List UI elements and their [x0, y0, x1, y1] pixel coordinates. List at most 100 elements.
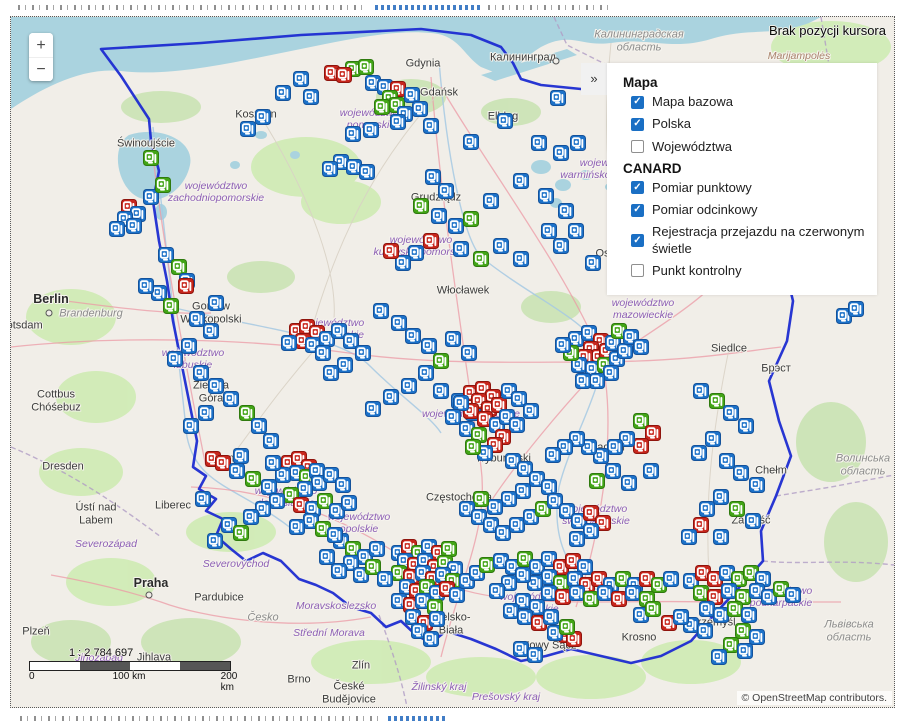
speed-camera-marker-g[interactable]: [651, 577, 667, 593]
speed-camera-marker-b[interactable]: [323, 365, 339, 381]
speed-camera-marker-b[interactable]: [545, 447, 561, 463]
speed-camera-marker-r[interactable]: [423, 233, 439, 249]
checkbox-checked-icon[interactable]: ✓: [631, 234, 644, 247]
speed-camera-marker-b[interactable]: [741, 607, 757, 623]
speed-camera-marker-r[interactable]: [645, 425, 661, 441]
speed-camera-marker-b[interactable]: [327, 527, 343, 543]
speed-camera-marker-b[interactable]: [547, 493, 563, 509]
speed-camera-marker-b[interactable]: [723, 405, 739, 421]
speed-camera-marker-b[interactable]: [448, 218, 464, 234]
speed-camera-marker-b[interactable]: [281, 335, 297, 351]
speed-camera-marker-b[interactable]: [711, 649, 727, 665]
speed-camera-marker-b[interactable]: [412, 101, 428, 117]
speed-camera-marker-b[interactable]: [511, 391, 527, 407]
speed-camera-marker-b[interactable]: [411, 623, 427, 639]
zoom-out-button[interactable]: −: [29, 57, 53, 81]
speed-camera-marker-b[interactable]: [617, 343, 633, 359]
speed-camera-marker-b[interactable]: [529, 559, 545, 575]
speed-camera-marker-r[interactable]: [215, 455, 231, 471]
speed-camera-marker-b[interactable]: [621, 475, 637, 491]
speed-camera-marker-b[interactable]: [713, 607, 729, 623]
speed-camera-marker-b[interactable]: [568, 223, 584, 239]
speed-camera-marker-b[interactable]: [529, 599, 545, 615]
speed-camera-marker-b[interactable]: [373, 303, 389, 319]
speed-camera-marker-b[interactable]: [233, 448, 249, 464]
speed-camera-marker-b[interactable]: [575, 373, 591, 389]
speed-camera-marker-b[interactable]: [263, 433, 279, 449]
speed-camera-marker-b[interactable]: [501, 491, 517, 507]
speed-camera-marker-b[interactable]: [323, 467, 339, 483]
speed-camera-marker-r[interactable]: [707, 589, 723, 605]
speed-camera-marker-b[interactable]: [223, 391, 239, 407]
speed-camera-marker-r[interactable]: [695, 565, 711, 581]
speed-camera-marker-b[interactable]: [570, 135, 586, 151]
speed-camera-marker-b[interactable]: [541, 479, 557, 495]
speed-camera-marker-b[interactable]: [603, 365, 619, 381]
speed-camera-marker-g[interactable]: [553, 575, 569, 591]
speed-camera-marker-b[interactable]: [418, 365, 434, 381]
speed-camera-marker-g[interactable]: [633, 413, 649, 429]
layer-toggle-row[interactable]: ✓ Pomiar odcinkowy: [631, 202, 869, 218]
layer-toggle-row[interactable]: ✓ Mapa bazowa: [631, 94, 869, 110]
speed-camera-marker-b[interactable]: [527, 647, 543, 663]
speed-camera-marker-b[interactable]: [569, 585, 585, 601]
speed-camera-marker-b[interactable]: [269, 493, 285, 509]
speed-camera-marker-b[interactable]: [391, 315, 407, 331]
speed-camera-marker-b[interactable]: [181, 338, 197, 354]
speed-camera-marker-b[interactable]: [423, 631, 439, 647]
speed-camera-marker-g[interactable]: [773, 581, 789, 597]
speed-camera-marker-r[interactable]: [495, 429, 511, 445]
speed-camera-marker-b[interactable]: [293, 71, 309, 87]
speed-camera-marker-b[interactable]: [515, 593, 531, 609]
speed-camera-marker-g[interactable]: [155, 177, 171, 193]
speed-camera-marker-b[interactable]: [151, 285, 167, 301]
speed-camera-marker-b[interactable]: [633, 339, 649, 355]
speed-camera-marker-b[interactable]: [138, 278, 154, 294]
speed-camera-marker-g[interactable]: [315, 521, 331, 537]
speed-camera-marker-b[interactable]: [541, 585, 557, 601]
speed-camera-marker-b[interactable]: [643, 463, 659, 479]
speed-camera-marker-b[interactable]: [329, 503, 345, 519]
checkbox-checked-icon[interactable]: ✓: [631, 203, 644, 217]
speed-camera-marker-g[interactable]: [645, 601, 661, 617]
speed-camera-marker-b[interactable]: [438, 183, 454, 199]
speed-camera-marker-b[interactable]: [297, 481, 313, 497]
speed-camera-marker-g[interactable]: [729, 501, 745, 517]
speed-camera-marker-b[interactable]: [203, 323, 219, 339]
speed-camera-marker-b[interactable]: [713, 489, 729, 505]
speed-camera-marker-b[interactable]: [463, 134, 479, 150]
speed-camera-marker-b[interactable]: [568, 331, 584, 347]
speed-camera-marker-b[interactable]: [749, 629, 765, 645]
layer-toggle-row[interactable]: ✓ Pomiar punktowy: [631, 180, 869, 196]
speed-camera-marker-b[interactable]: [265, 455, 281, 471]
checkbox-unchecked-icon[interactable]: [631, 140, 644, 154]
speed-camera-marker-b[interactable]: [555, 337, 571, 353]
speed-camera-marker-b[interactable]: [335, 477, 351, 493]
speed-camera-marker-b[interactable]: [577, 559, 593, 575]
speed-camera-marker-b[interactable]: [513, 173, 529, 189]
speed-camera-marker-g[interactable]: [433, 353, 449, 369]
speed-camera-marker-b[interactable]: [303, 89, 319, 105]
speed-camera-marker-b[interactable]: [433, 383, 449, 399]
speed-camera-marker-b[interactable]: [745, 513, 761, 529]
speed-camera-marker-b[interactable]: [513, 641, 529, 657]
speed-camera-marker-g[interactable]: [535, 501, 551, 517]
speed-camera-marker-b[interactable]: [583, 523, 599, 539]
speed-camera-marker-b[interactable]: [369, 541, 385, 557]
speed-camera-marker-b[interactable]: [353, 567, 369, 583]
speed-camera-marker-b[interactable]: [517, 461, 533, 477]
speed-camera-marker-b[interactable]: [243, 509, 259, 525]
speed-camera-marker-b[interactable]: [523, 509, 539, 525]
speed-camera-marker-g[interactable]: [427, 599, 443, 615]
speed-camera-marker-g[interactable]: [163, 298, 179, 314]
speed-camera-marker-b[interactable]: [749, 477, 765, 493]
speed-camera-marker-b[interactable]: [445, 331, 461, 347]
speed-camera-marker-b[interactable]: [550, 90, 566, 106]
checkbox-checked-icon[interactable]: ✓: [631, 117, 644, 131]
speed-camera-marker-b[interactable]: [691, 445, 707, 461]
speed-camera-marker-b[interactable]: [713, 529, 729, 545]
speed-camera-marker-b[interactable]: [193, 365, 209, 381]
speed-camera-marker-b[interactable]: [515, 483, 531, 499]
speed-camera-marker-b[interactable]: [337, 357, 353, 373]
speed-camera-marker-b[interactable]: [289, 519, 305, 535]
